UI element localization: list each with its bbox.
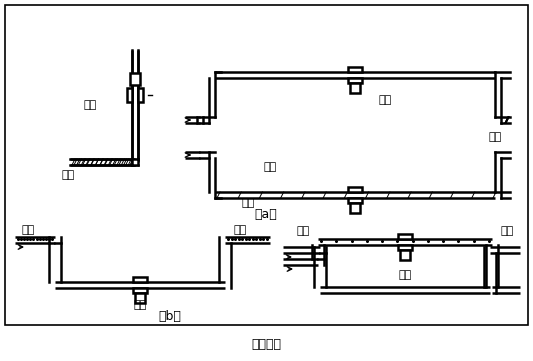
Text: 正确: 正确 bbox=[133, 300, 147, 310]
Text: 气泡: 气泡 bbox=[21, 225, 35, 235]
Bar bbox=[348, 198, 362, 203]
Bar bbox=[5, 5, 528, 325]
Bar bbox=[135, 293, 145, 303]
Bar bbox=[132, 159, 138, 165]
Bar bbox=[398, 245, 412, 250]
Text: 错误: 错误 bbox=[398, 270, 411, 280]
Text: 错误: 错误 bbox=[263, 162, 277, 172]
Bar bbox=[400, 250, 410, 260]
Bar bbox=[348, 187, 362, 192]
Bar bbox=[398, 234, 412, 239]
Text: 正确: 正确 bbox=[83, 100, 96, 110]
Bar bbox=[350, 83, 360, 93]
Text: 液体: 液体 bbox=[488, 132, 502, 142]
Bar bbox=[133, 288, 147, 293]
Text: 液体: 液体 bbox=[61, 170, 75, 180]
Text: 气泡: 气泡 bbox=[233, 225, 247, 235]
Text: （a）: （a） bbox=[255, 209, 277, 222]
Text: 液体: 液体 bbox=[241, 198, 255, 208]
Bar bbox=[133, 277, 147, 282]
Bar bbox=[350, 203, 360, 213]
Bar bbox=[138, 88, 143, 102]
Text: 正确: 正确 bbox=[378, 95, 392, 105]
Text: 气泡: 气泡 bbox=[500, 226, 514, 236]
Text: 气泡: 气泡 bbox=[296, 226, 310, 236]
Text: 图（四）: 图（四） bbox=[251, 339, 281, 352]
Bar bbox=[127, 88, 132, 102]
Bar bbox=[130, 73, 140, 85]
Bar bbox=[348, 67, 362, 72]
Text: （b）: （b） bbox=[158, 310, 181, 323]
Bar bbox=[348, 78, 362, 83]
